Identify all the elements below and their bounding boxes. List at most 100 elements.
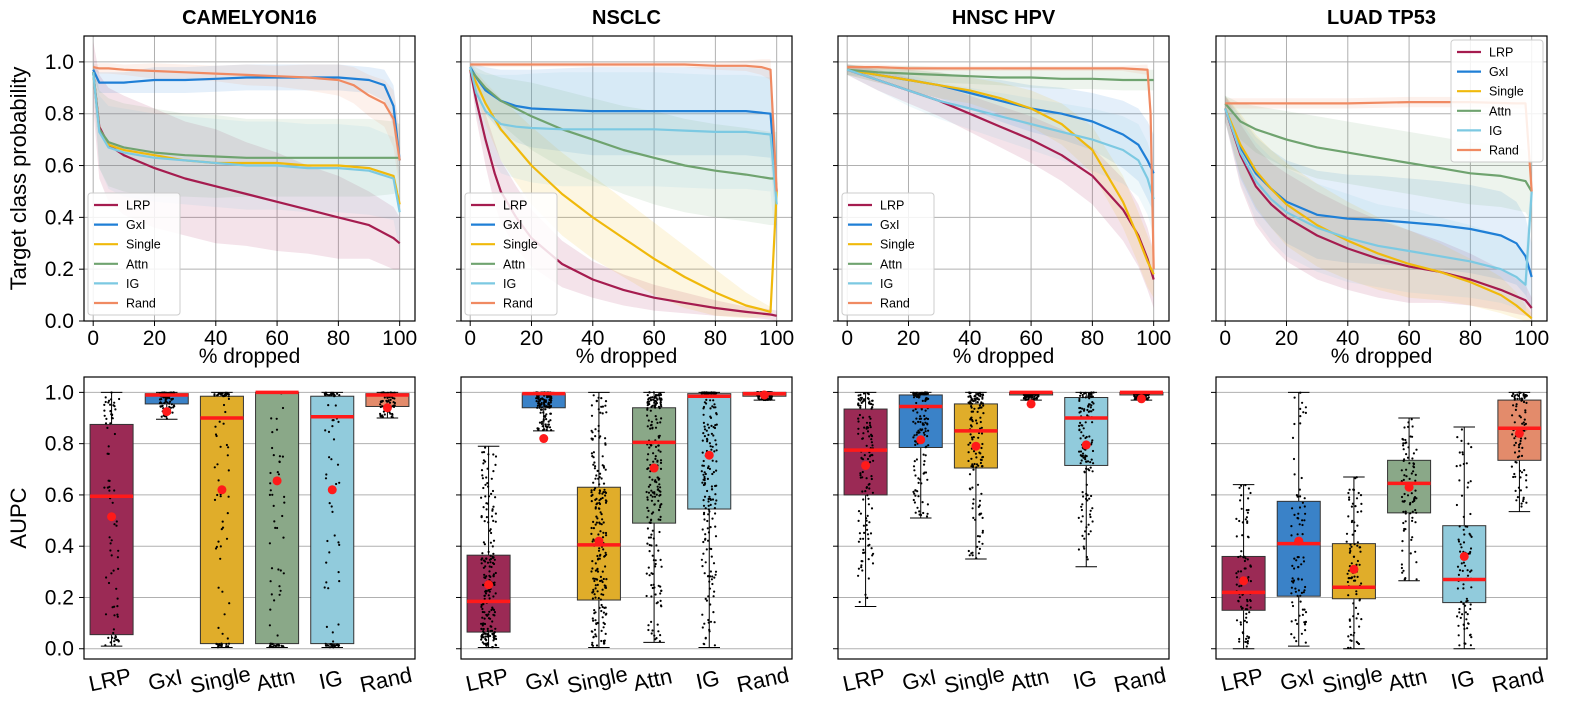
data-point — [489, 629, 492, 633]
data-point — [597, 408, 600, 411]
data-point — [1292, 457, 1296, 461]
data-point — [1242, 632, 1245, 635]
data-point — [871, 491, 875, 494]
x-tick-label: 60 — [265, 327, 288, 350]
data-point — [1023, 395, 1026, 398]
data-point — [1088, 497, 1091, 500]
data-point — [917, 429, 920, 432]
data-point — [1414, 489, 1417, 492]
data-point — [925, 515, 929, 518]
data-point — [659, 401, 662, 404]
data-point — [489, 575, 492, 579]
series-line-gxi — [1224, 108, 1533, 278]
data-point — [1415, 561, 1418, 564]
data-point — [1516, 393, 1519, 396]
data-point — [645, 594, 648, 598]
data-point — [1297, 589, 1300, 592]
data-point — [655, 418, 658, 421]
data-point — [1077, 516, 1080, 520]
data-point — [1088, 435, 1091, 438]
data-point — [922, 463, 926, 466]
data-point — [1414, 550, 1417, 553]
data-point — [331, 631, 334, 634]
data-point — [595, 635, 598, 638]
data-point — [1084, 497, 1088, 500]
data-point — [335, 482, 338, 486]
data-point — [914, 443, 917, 446]
y-tick-label: 0.8 — [45, 433, 74, 456]
data-point — [646, 516, 649, 519]
data-point — [221, 632, 224, 635]
data-point — [1239, 621, 1242, 624]
data-point — [485, 638, 488, 641]
data-point — [866, 528, 869, 531]
band-single — [1225, 95, 1532, 321]
data-point — [706, 440, 709, 443]
data-point — [869, 402, 872, 405]
data-point — [600, 609, 603, 613]
axes-frame — [460, 376, 793, 660]
data-point — [649, 483, 652, 486]
legend-label-rand: Rand — [1489, 144, 1519, 158]
data-point — [1091, 439, 1094, 442]
data-point — [1298, 614, 1301, 617]
data-point — [227, 642, 231, 645]
data-point — [160, 398, 163, 401]
data-point — [1297, 512, 1300, 515]
chart-title: CAMELYON16 — [182, 7, 317, 29]
data-point — [659, 450, 662, 453]
data-point — [866, 494, 869, 497]
data-point — [481, 583, 485, 587]
data-point — [867, 483, 870, 486]
data-point — [859, 474, 862, 477]
data-point — [590, 414, 594, 417]
data-point — [1464, 642, 1467, 645]
data-point — [974, 394, 977, 397]
data-point — [1348, 547, 1352, 550]
data-point — [379, 403, 382, 406]
data-point — [222, 403, 226, 407]
data-point — [923, 414, 926, 417]
data-point — [710, 578, 714, 581]
data-point — [926, 503, 930, 506]
box-body — [466, 554, 511, 633]
data-point — [857, 519, 860, 523]
data-point — [1348, 551, 1351, 554]
data-point — [708, 392, 711, 395]
box-single — [953, 391, 998, 560]
data-point — [1032, 398, 1035, 401]
data-point — [1249, 491, 1252, 495]
data-point — [1357, 491, 1360, 495]
data-point — [924, 409, 927, 412]
data-point — [1360, 510, 1363, 513]
data-point — [536, 397, 539, 400]
data-point — [487, 521, 490, 524]
data-point — [592, 451, 596, 454]
data-point — [857, 394, 860, 397]
data-point — [227, 397, 230, 400]
data-point — [161, 404, 164, 408]
data-point — [485, 516, 488, 519]
data-point — [604, 565, 607, 568]
data-point — [593, 628, 597, 631]
data-point — [1301, 401, 1304, 404]
data-point — [109, 403, 112, 406]
data-point — [1079, 394, 1082, 397]
data-point — [1469, 644, 1472, 647]
x-tick-label: 20 — [1275, 327, 1298, 350]
mean-marker — [217, 485, 227, 495]
data-point — [549, 401, 552, 404]
data-point — [703, 495, 707, 498]
data-point — [656, 421, 659, 424]
data-point — [480, 469, 484, 472]
data-point — [333, 395, 336, 398]
data-point — [707, 497, 710, 501]
y-tick-label: 0.6 — [45, 484, 74, 507]
data-point — [923, 418, 926, 421]
data-point — [601, 518, 604, 521]
data-point — [1411, 516, 1414, 519]
data-point — [219, 557, 222, 560]
data-point — [592, 636, 595, 639]
y-tick-label: 0.4 — [45, 535, 75, 558]
